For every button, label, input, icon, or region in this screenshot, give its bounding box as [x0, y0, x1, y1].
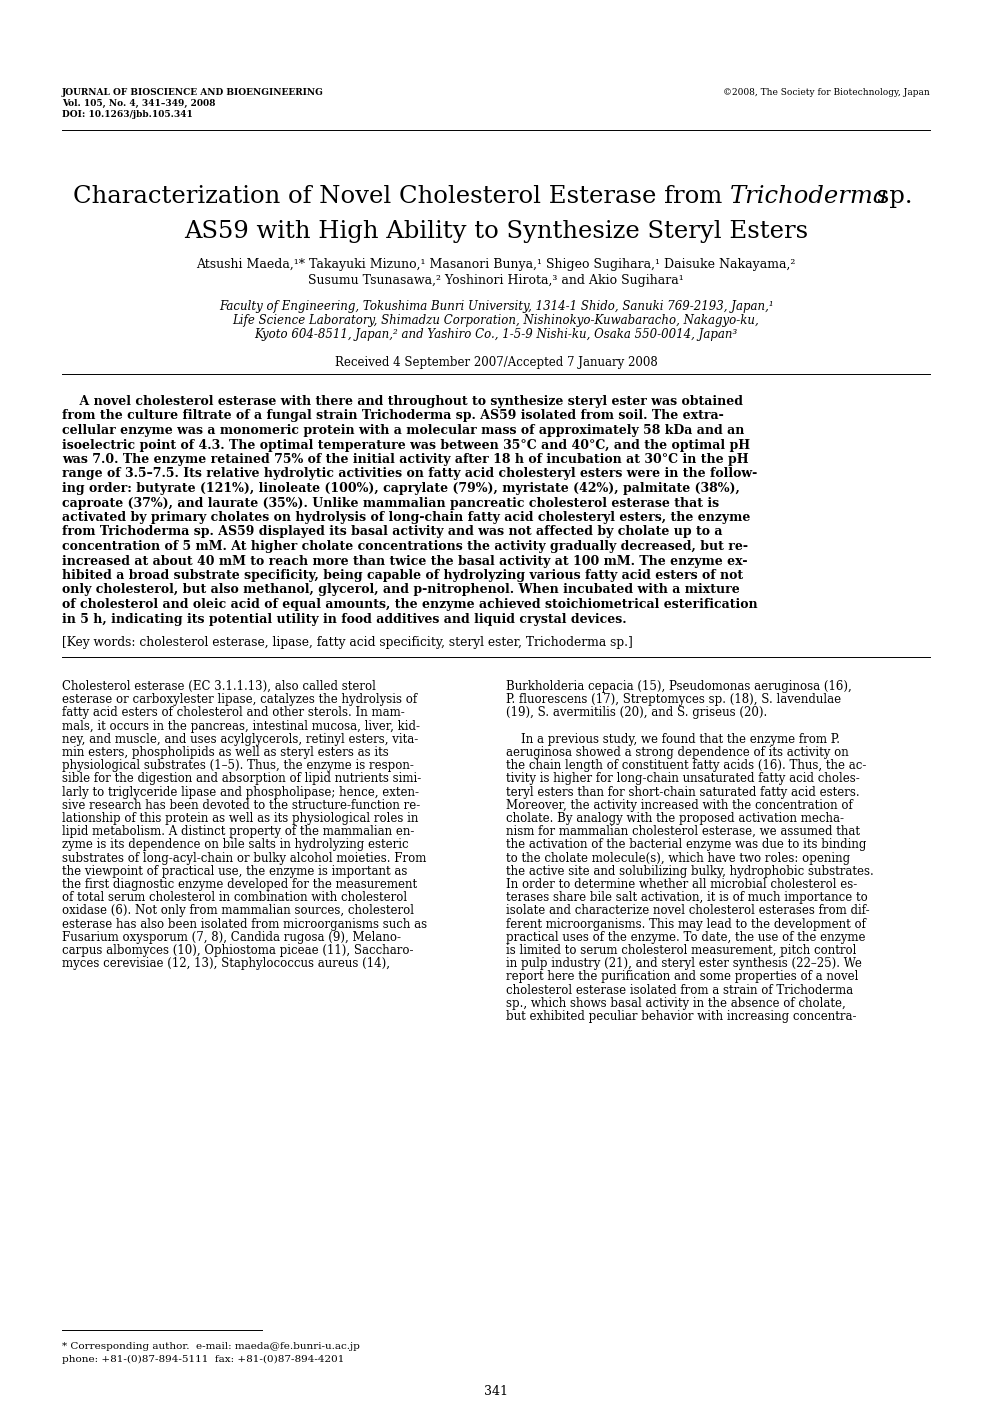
- Text: teryl esters than for short-chain saturated fatty acid esters.: teryl esters than for short-chain satura…: [506, 786, 860, 798]
- Text: but exhibited peculiar behavior with increasing concentra-: but exhibited peculiar behavior with inc…: [506, 1010, 856, 1023]
- Text: DOI: 10.1263/jbb.105.341: DOI: 10.1263/jbb.105.341: [62, 109, 192, 119]
- Text: cholate. By analogy with the proposed activation mecha-: cholate. By analogy with the proposed ac…: [506, 812, 844, 825]
- Text: activated by primary cholates on hydrolysis of long-chain fatty acid cholesteryl: activated by primary cholates on hydroly…: [62, 511, 750, 523]
- Text: esterase or carboxylester lipase, catalyzes the hydrolysis of: esterase or carboxylester lipase, cataly…: [62, 693, 417, 706]
- Text: esterase has also been isolated from microorganisms such as: esterase has also been isolated from mic…: [62, 918, 428, 930]
- Text: concentration of 5 mM. At higher cholate concentrations the activity gradually d: concentration of 5 mM. At higher cholate…: [62, 540, 748, 553]
- Text: Atsushi Maeda,¹* Takayuki Mizuno,¹ Masanori Bunya,¹ Shigeo Sugihara,¹ Daisuke Na: Atsushi Maeda,¹* Takayuki Mizuno,¹ Masan…: [196, 258, 796, 271]
- Text: isolate and characterize novel cholesterol esterases from dif-: isolate and characterize novel cholester…: [506, 905, 870, 918]
- Text: substrates of long-acyl-chain or bulky alcohol moieties. From: substrates of long-acyl-chain or bulky a…: [62, 852, 427, 864]
- Text: larly to triglyceride lipase and phospholipase; hence, exten-: larly to triglyceride lipase and phospho…: [62, 786, 419, 798]
- Text: Moreover, the activity increased with the concentration of: Moreover, the activity increased with th…: [506, 798, 853, 812]
- Text: report here the purification and some properties of a novel: report here the purification and some pr…: [506, 971, 858, 984]
- Text: A novel cholesterol esterase with there and throughout to synthesize steryl este: A novel cholesterol esterase with there …: [62, 396, 743, 408]
- Text: only cholesterol, but also methanol, glycerol, and p-nitrophenol. When incubated: only cholesterol, but also methanol, gly…: [62, 584, 740, 596]
- Text: sp.: sp.: [869, 185, 913, 208]
- Text: in 5 h, indicating its potential utility in food additives and liquid crystal de: in 5 h, indicating its potential utility…: [62, 613, 627, 626]
- Text: JOURNAL OF BIOSCIENCE AND BIOENGINEERING: JOURNAL OF BIOSCIENCE AND BIOENGINEERING: [62, 88, 323, 97]
- Text: the active site and solubilizing bulky, hydrophobic substrates.: the active site and solubilizing bulky, …: [506, 864, 874, 878]
- Text: carpus albomyces (10), Ophiostoma piceae (11), Saccharo-: carpus albomyces (10), Ophiostoma piceae…: [62, 944, 414, 957]
- Text: * Corresponding author.  e-mail: maeda@fe.bunri-u.ac.jp: * Corresponding author. e-mail: maeda@fe…: [62, 1343, 360, 1351]
- Text: increased at about 40 mM to reach more than twice the basal activity at 100 mM. : increased at about 40 mM to reach more t…: [62, 554, 748, 567]
- Text: min esters, phospholipids as well as steryl esters as its: min esters, phospholipids as well as ste…: [62, 746, 389, 759]
- Text: was 7.0. The enzyme retained 75% of the initial activity after 18 h of incubatio: was 7.0. The enzyme retained 75% of the …: [62, 453, 749, 466]
- Text: Kyoto 604-8511, Japan,² and Yashiro Co., 1-5-9 Nishi-ku, Osaka 550-0014, Japan³: Kyoto 604-8511, Japan,² and Yashiro Co.,…: [254, 328, 738, 341]
- Text: P. fluorescens (17), Streptomyces sp. (18), S. lavendulae: P. fluorescens (17), Streptomyces sp. (1…: [506, 693, 841, 706]
- Text: is limited to serum cholesterol measurement, pitch control: is limited to serum cholesterol measurem…: [506, 944, 856, 957]
- Text: ing order: butyrate (121%), linoleate (100%), caprylate (79%), myristate (42%), : ing order: butyrate (121%), linoleate (1…: [62, 483, 740, 495]
- Text: myces cerevisiae (12, 13), Staphylococcus aureus (14),: myces cerevisiae (12, 13), Staphylococcu…: [62, 957, 390, 971]
- Text: the first diagnostic enzyme developed for the measurement: the first diagnostic enzyme developed fo…: [62, 878, 417, 891]
- Text: to the cholate molecule(s), which have two roles: opening: to the cholate molecule(s), which have t…: [506, 852, 850, 864]
- Text: from the culture filtrate of a fungal strain Trichoderma sp. AS59 isolated from : from the culture filtrate of a fungal st…: [62, 410, 724, 422]
- Text: Fusarium oxysporum (7, 8), Candida rugosa (9), Melano-: Fusarium oxysporum (7, 8), Candida rugos…: [62, 930, 401, 944]
- Text: Life Science Laboratory, Shimadzu Corporation, Nishinokyo-Kuwabaracho, Nakagyo-k: Life Science Laboratory, Shimadzu Corpor…: [233, 314, 759, 327]
- Text: phone: +81-(0)87-894-5111  fax: +81-(0)87-894-4201: phone: +81-(0)87-894-5111 fax: +81-(0)87…: [62, 1355, 344, 1364]
- Text: Susumu Tsunasawa,² Yoshinori Hirota,³ and Akio Sugihara¹: Susumu Tsunasawa,² Yoshinori Hirota,³ an…: [309, 274, 683, 288]
- Text: In order to determine whether all microbial cholesterol es-: In order to determine whether all microb…: [506, 878, 857, 891]
- Text: (19), S. avermitilis (20), and S. griseus (20).: (19), S. avermitilis (20), and S. griseu…: [506, 706, 767, 720]
- Text: [Key words: cholesterol esterase, lipase, fatty acid specificity, steryl ester, : [Key words: cholesterol esterase, lipase…: [62, 636, 633, 650]
- Text: mals, it occurs in the pancreas, intestinal mucosa, liver, kid-: mals, it occurs in the pancreas, intesti…: [62, 720, 420, 732]
- Text: the activation of the bacterial enzyme was due to its binding: the activation of the bacterial enzyme w…: [506, 839, 866, 852]
- Text: sp., which shows basal activity in the absence of cholate,: sp., which shows basal activity in the a…: [506, 996, 846, 1010]
- Text: physiological substrates (1–5). Thus, the enzyme is respon-: physiological substrates (1–5). Thus, th…: [62, 759, 414, 772]
- Text: terases share bile salt activation, it is of much importance to: terases share bile salt activation, it i…: [506, 891, 868, 904]
- Text: from Trichoderma sp. AS59 displayed its basal activity and was not affected by c: from Trichoderma sp. AS59 displayed its …: [62, 526, 722, 539]
- Text: range of 3.5–7.5. Its relative hydrolytic activities on fatty acid cholesteryl e: range of 3.5–7.5. Its relative hydrolyti…: [62, 467, 757, 480]
- Text: nism for mammalian cholesterol esterase, we assumed that: nism for mammalian cholesterol esterase,…: [506, 825, 860, 838]
- Text: in pulp industry (21), and steryl ester synthesis (22–25). We: in pulp industry (21), and steryl ester …: [506, 957, 862, 971]
- Text: caproate (37%), and laurate (35%). Unlike mammalian pancreatic cholesterol ester: caproate (37%), and laurate (35%). Unlik…: [62, 497, 719, 509]
- Text: Vol. 105, No. 4, 341–349, 2008: Vol. 105, No. 4, 341–349, 2008: [62, 100, 215, 108]
- Text: zyme is its dependence on bile salts in hydrolyzing esteric: zyme is its dependence on bile salts in …: [62, 839, 409, 852]
- Text: Cholesterol esterase (EC 3.1.1.13), also called sterol: Cholesterol esterase (EC 3.1.1.13), also…: [62, 680, 376, 693]
- Text: hibited a broad substrate specificity, being capable of hydrolyzing various fatt: hibited a broad substrate specificity, b…: [62, 570, 743, 582]
- Text: tivity is higher for long-chain unsaturated fatty acid choles-: tivity is higher for long-chain unsatura…: [506, 773, 860, 786]
- Text: ©2008, The Society for Biotechnology, Japan: ©2008, The Society for Biotechnology, Ja…: [723, 88, 930, 97]
- Text: aeruginosa showed a strong dependence of its activity on: aeruginosa showed a strong dependence of…: [506, 746, 849, 759]
- Text: sible for the digestion and absorption of lipid nutrients simi-: sible for the digestion and absorption o…: [62, 773, 422, 786]
- Text: 341: 341: [484, 1385, 508, 1397]
- Text: lipid metabolism. A distinct property of the mammalian en-: lipid metabolism. A distinct property of…: [62, 825, 415, 838]
- Text: AS59 with High Ability to Synthesize Steryl Esters: AS59 with High Ability to Synthesize Ste…: [184, 220, 808, 243]
- Text: the chain length of constituent fatty acids (16). Thus, the ac-: the chain length of constituent fatty ac…: [506, 759, 866, 772]
- Text: of total serum cholesterol in combination with cholesterol: of total serum cholesterol in combinatio…: [62, 891, 407, 904]
- Text: oxidase (6). Not only from mammalian sources, cholesterol: oxidase (6). Not only from mammalian sou…: [62, 905, 414, 918]
- Text: the viewpoint of practical use, the enzyme is important as: the viewpoint of practical use, the enzy…: [62, 864, 408, 878]
- Text: Trichoderma: Trichoderma: [730, 185, 888, 208]
- Text: of cholesterol and oleic acid of equal amounts, the enzyme achieved stoichiometr: of cholesterol and oleic acid of equal a…: [62, 598, 758, 610]
- Text: Faculty of Engineering, Tokushima Bunri University, 1314-1 Shido, Sanuki 769-219: Faculty of Engineering, Tokushima Bunri …: [218, 300, 774, 313]
- Text: lationship of this protein as well as its physiological roles in: lationship of this protein as well as it…: [62, 812, 419, 825]
- Text: fatty acid esters of cholesterol and other sterols. In mam-: fatty acid esters of cholesterol and oth…: [62, 706, 405, 720]
- Text: cellular enzyme was a monomeric protein with a molecular mass of approximately 5: cellular enzyme was a monomeric protein …: [62, 424, 744, 436]
- Text: sive research has been devoted to the structure-function re-: sive research has been devoted to the st…: [62, 798, 421, 812]
- Text: ferent microorganisms. This may lead to the development of: ferent microorganisms. This may lead to …: [506, 918, 866, 930]
- Text: ney, and muscle, and uses acylglycerols, retinyl esters, vita-: ney, and muscle, and uses acylglycerols,…: [62, 732, 419, 746]
- Text: Characterization of Novel Cholesterol Esterase from: Characterization of Novel Cholesterol Es…: [72, 185, 729, 208]
- Text: cholesterol esterase isolated from a strain of Trichoderma: cholesterol esterase isolated from a str…: [506, 984, 853, 996]
- Text: practical uses of the enzyme. To date, the use of the enzyme: practical uses of the enzyme. To date, t…: [506, 930, 865, 944]
- Text: In a previous study, we found that the enzyme from P.: In a previous study, we found that the e…: [506, 732, 840, 746]
- Text: Received 4 September 2007/Accepted 7 January 2008: Received 4 September 2007/Accepted 7 Jan…: [334, 356, 658, 369]
- Text: isoelectric point of 4.3. The optimal temperature was between 35°C and 40°C, and: isoelectric point of 4.3. The optimal te…: [62, 439, 750, 452]
- Text: Burkholderia cepacia (15), Pseudomonas aeruginosa (16),: Burkholderia cepacia (15), Pseudomonas a…: [506, 680, 852, 693]
